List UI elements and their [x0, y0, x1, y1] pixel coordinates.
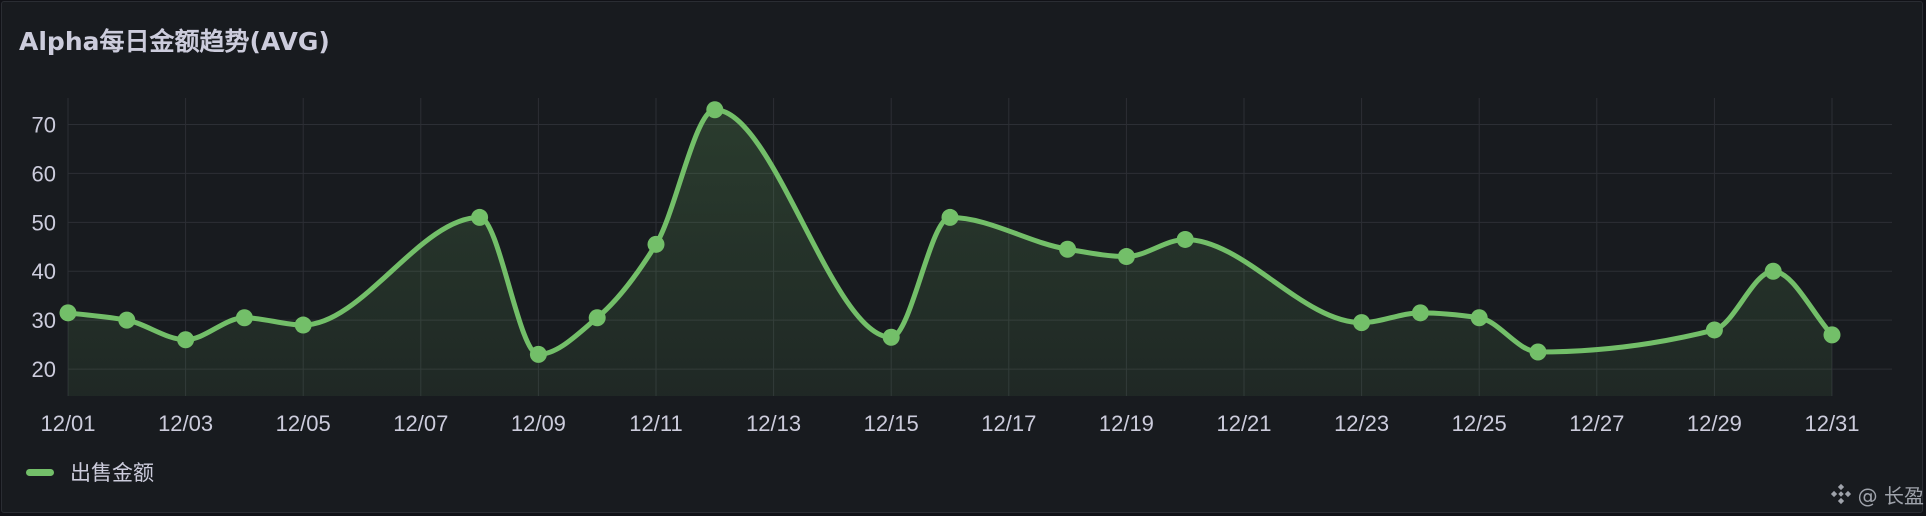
x-tick-label: 12/31: [1804, 411, 1859, 436]
legend-swatch: [26, 468, 54, 476]
data-point-12-25[interactable]: [1470, 309, 1488, 327]
x-tick-label: 12/09: [511, 411, 566, 436]
x-tick-label: 12/17: [981, 411, 1036, 436]
x-tick-label: 12/27: [1569, 411, 1624, 436]
x-tick-label: 12/07: [393, 411, 448, 436]
data-point-12-15[interactable]: [882, 328, 900, 346]
data-point-12-18[interactable]: [1059, 240, 1077, 258]
series-points: [59, 101, 1841, 363]
x-tick-label: 12/21: [1216, 411, 1271, 436]
panel-title: Alpha每日金额趋势(AVG): [19, 27, 330, 56]
data-point-12-20[interactable]: [1176, 230, 1194, 248]
data-point-12-16[interactable]: [941, 208, 959, 226]
series-area-fill: [68, 109, 1832, 396]
data-point-12-26[interactable]: [1529, 343, 1547, 361]
data-point-12-04[interactable]: [235, 309, 253, 327]
y-tick-label: 20: [32, 357, 56, 382]
x-tick-label: 12/05: [276, 411, 331, 436]
x-axis: 12/01 12/03 12/05 12/07 12/09 12/11 12/13 12/15…: [40, 411, 1859, 436]
x-tick-label: 12/23: [1334, 411, 1389, 436]
y-tick-label: 40: [32, 259, 56, 284]
data-point-12-29[interactable]: [1705, 321, 1723, 339]
legend[interactable]: 出售金额: [26, 460, 154, 485]
x-tick-label: 12/25: [1452, 411, 1507, 436]
watermark: @ 长盈: [1830, 480, 1924, 508]
x-tick-label: 12/01: [40, 411, 95, 436]
binance-diamond-logo-icon: [1830, 483, 1851, 505]
data-point-12-01[interactable]: [59, 304, 77, 322]
data-point-12-02[interactable]: [118, 311, 136, 329]
data-point-12-05[interactable]: [294, 316, 312, 334]
data-point-12-12[interactable]: [706, 101, 724, 119]
data-point-12-08[interactable]: [471, 208, 489, 226]
y-tick-label: 60: [32, 161, 56, 186]
x-tick-label: 12/19: [1099, 411, 1154, 436]
data-point-12-24[interactable]: [1411, 304, 1429, 322]
data-point-12-09[interactable]: [529, 345, 547, 363]
x-tick-label: 12/15: [864, 411, 919, 436]
data-point-12-31[interactable]: [1823, 326, 1841, 344]
data-point-12-11[interactable]: [647, 235, 665, 253]
x-tick-label: 12/03: [158, 411, 213, 436]
x-tick-label: 12/29: [1687, 411, 1742, 436]
data-point-12-19[interactable]: [1117, 248, 1135, 266]
data-point-12-03[interactable]: [177, 331, 195, 349]
watermark-text: @ 长盈: [1857, 483, 1924, 508]
data-point-12-10[interactable]: [588, 309, 606, 327]
data-point-12-30[interactable]: [1764, 262, 1782, 280]
y-tick-label: 50: [32, 210, 56, 235]
x-tick-label: 12/13: [746, 411, 801, 436]
y-tick-label: 70: [32, 112, 56, 137]
x-tick-label: 12/11: [629, 411, 682, 436]
y-axis: 20 30 40 50 60 70: [32, 112, 56, 382]
legend-label: 出售金额: [70, 461, 154, 485]
y-tick-label: 30: [32, 308, 56, 333]
data-point-12-23[interactable]: [1353, 314, 1371, 332]
